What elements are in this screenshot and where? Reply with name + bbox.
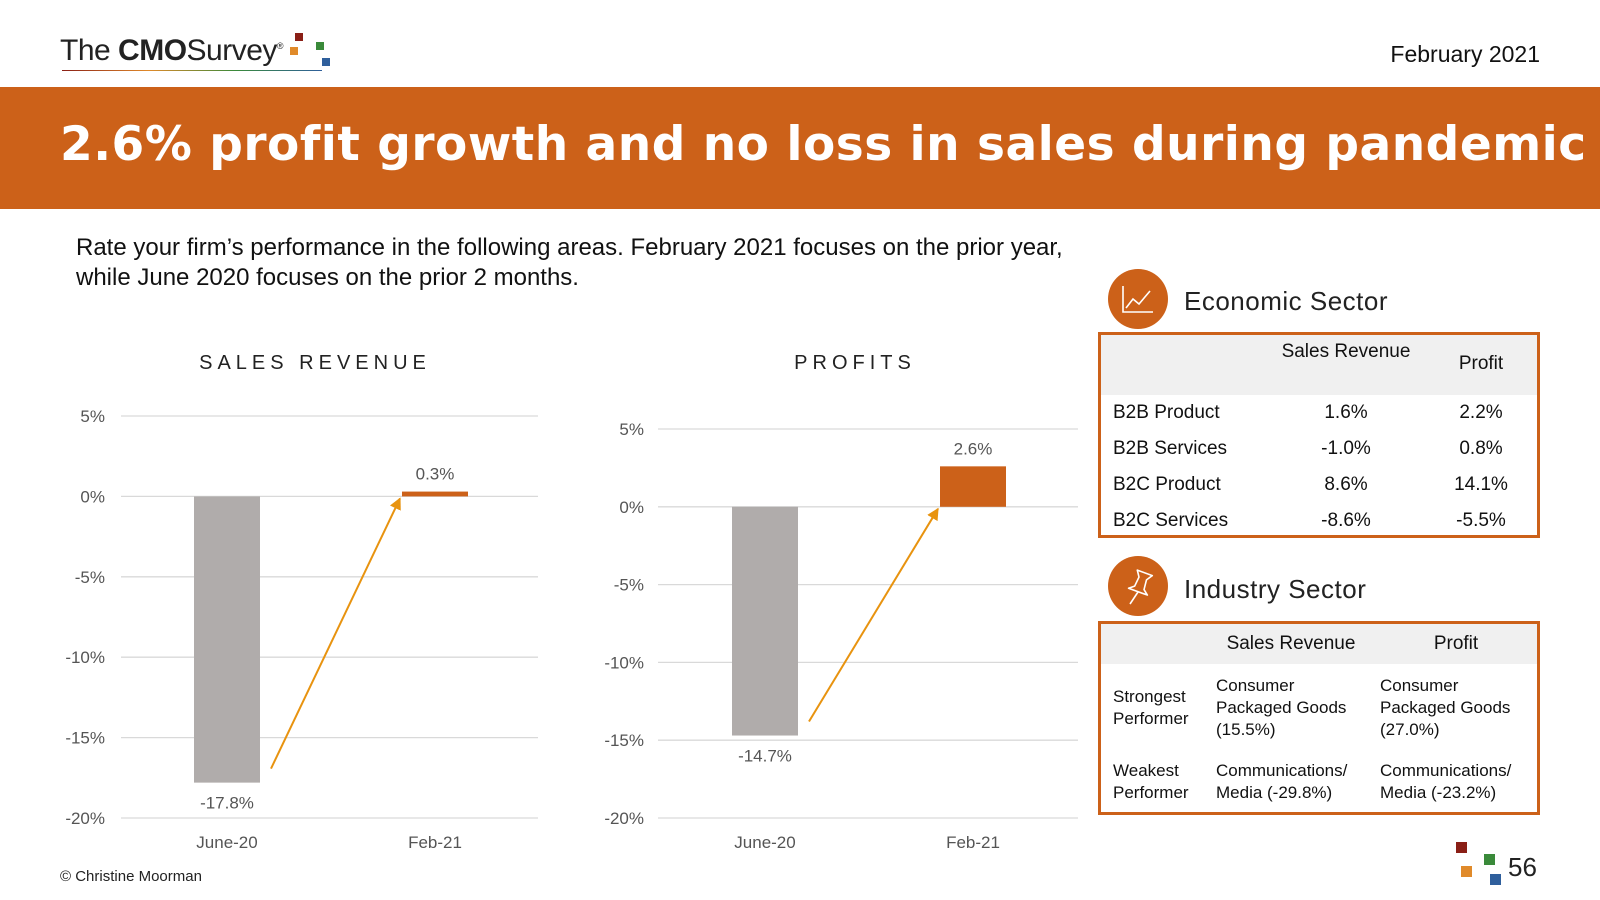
strongest-profit: Consumer Packaged Goods (27.0%) — [1380, 676, 1511, 739]
row-profit: 2.2% — [1459, 402, 1503, 423]
data-label: -14.7% — [738, 747, 792, 766]
footer-square-blue — [1490, 874, 1501, 885]
row-sales: -1.0% — [1321, 438, 1371, 459]
logo-registered: ® — [276, 41, 284, 51]
weakest-sales: Communications/ Media (-29.8%) — [1216, 761, 1348, 802]
x-tick-label: Feb-21 — [408, 833, 462, 852]
survey-question: Rate your firm’s performance in the foll… — [76, 234, 1063, 291]
trend-arrow — [808, 507, 939, 723]
x-tick-label: June-20 — [196, 833, 257, 852]
y-tick-label: 5% — [80, 407, 105, 426]
economic-col-sales: Sales Revenue — [1281, 341, 1411, 362]
footer-square-red — [1456, 842, 1467, 853]
table-row: B2C Services -8.6% -5.5% — [1101, 503, 1537, 539]
copyright: © Christine Moorman — [60, 868, 202, 885]
row-sales: 1.6% — [1324, 402, 1368, 423]
row-profit: 14.1% — [1454, 474, 1508, 495]
survey-date: February 2021 — [1390, 41, 1540, 67]
strongest-label: Strongest Performer — [1113, 687, 1189, 728]
economic-sector-title: Economic Sector — [1184, 286, 1389, 316]
weakest-profit: Communications/ Media (-23.2%) — [1380, 761, 1512, 802]
logo-cmo: CMO — [118, 34, 187, 67]
logo-square-green — [316, 42, 324, 50]
weakest-label: Weakest Performer — [1113, 761, 1189, 802]
bar — [402, 491, 468, 497]
bar — [732, 506, 798, 736]
trend-arrow — [270, 497, 401, 770]
logo-survey: Survey — [186, 34, 278, 67]
y-tick-label: -5% — [614, 576, 644, 595]
row-sales: -8.6% — [1321, 510, 1371, 531]
row-label: B2B Services — [1113, 438, 1228, 459]
data-label: -17.8% — [200, 794, 254, 813]
y-tick-label: -20% — [604, 809, 644, 828]
logo-wordmark: The CMOSurvey® — [60, 34, 284, 68]
footer-square-green — [1484, 854, 1495, 865]
y-tick-label: -10% — [604, 653, 644, 672]
bar-charts: 5% 0% -5% -10% -15% -20% -17.8% June-20 0.3% Feb-… — [65, 407, 1078, 852]
y-tick-label: -15% — [65, 729, 105, 748]
page-title: 2.6% profit growth and no loss in sales … — [60, 117, 1587, 172]
industry-sector-table: Sales Revenue Profit Strongest Performer… — [1098, 621, 1540, 815]
row-label: B2C Services — [1113, 510, 1229, 531]
y-tick-label: -10% — [65, 648, 105, 667]
bar — [940, 466, 1006, 507]
table-row: B2C Product 8.6% 14.1% — [1101, 467, 1537, 503]
row-label: B2B Product — [1113, 402, 1220, 423]
industry-table-header: Sales Revenue Profit — [1101, 624, 1537, 664]
row-profit: 0.8% — [1459, 438, 1503, 459]
y-tick-label: 5% — [619, 420, 644, 439]
y-tick-label: -5% — [75, 568, 105, 587]
economic-table-header: Sales Revenue Profit — [1101, 335, 1537, 395]
sales-chart-title: SALES REVENUE — [199, 352, 431, 374]
logo-square-blue — [322, 58, 330, 66]
x-tick-label: Feb-21 — [946, 833, 1000, 852]
row-sales: 8.6% — [1324, 474, 1368, 495]
industry-col-sales: Sales Revenue — [1226, 633, 1356, 654]
data-label: 0.3% — [416, 465, 455, 484]
logo-underline — [62, 70, 322, 71]
industry-col-profit: Profit — [1433, 633, 1479, 654]
pushpin-icon — [1108, 556, 1168, 616]
strongest-sales: Consumer Packaged Goods (15.5%) — [1216, 676, 1347, 739]
y-tick-label: 0% — [80, 487, 105, 506]
row-profit: -5.5% — [1456, 510, 1506, 531]
line-chart-icon — [1108, 269, 1168, 329]
economic-col-profit: Profit — [1458, 353, 1504, 374]
profits-chart-title: PROFITS — [794, 352, 916, 374]
y-tick-label: -20% — [65, 809, 105, 828]
x-tick-label: June-20 — [734, 833, 795, 852]
y-tick-label: -15% — [604, 731, 644, 750]
logo-square-orange — [290, 47, 298, 55]
logo-the: The — [60, 34, 111, 67]
table-row: B2B Product 1.6% 2.2% — [1101, 395, 1537, 431]
economic-sector-table: Sales Revenue Profit B2B Product 1.6% 2.… — [1098, 332, 1540, 538]
data-label: 2.6% — [954, 439, 993, 458]
title-banner: 2.6% profit growth and no loss in sales … — [0, 87, 1600, 209]
bar — [194, 496, 260, 783]
logo-square-red — [295, 33, 303, 41]
page-number: 56 — [1508, 852, 1537, 882]
y-tick-label: 0% — [619, 498, 644, 517]
industry-sector-title: Industry Sector — [1184, 574, 1367, 604]
table-row: B2B Services -1.0% 0.8% — [1101, 431, 1537, 467]
footer-square-orange — [1461, 866, 1472, 877]
row-label: B2C Product — [1113, 474, 1221, 495]
